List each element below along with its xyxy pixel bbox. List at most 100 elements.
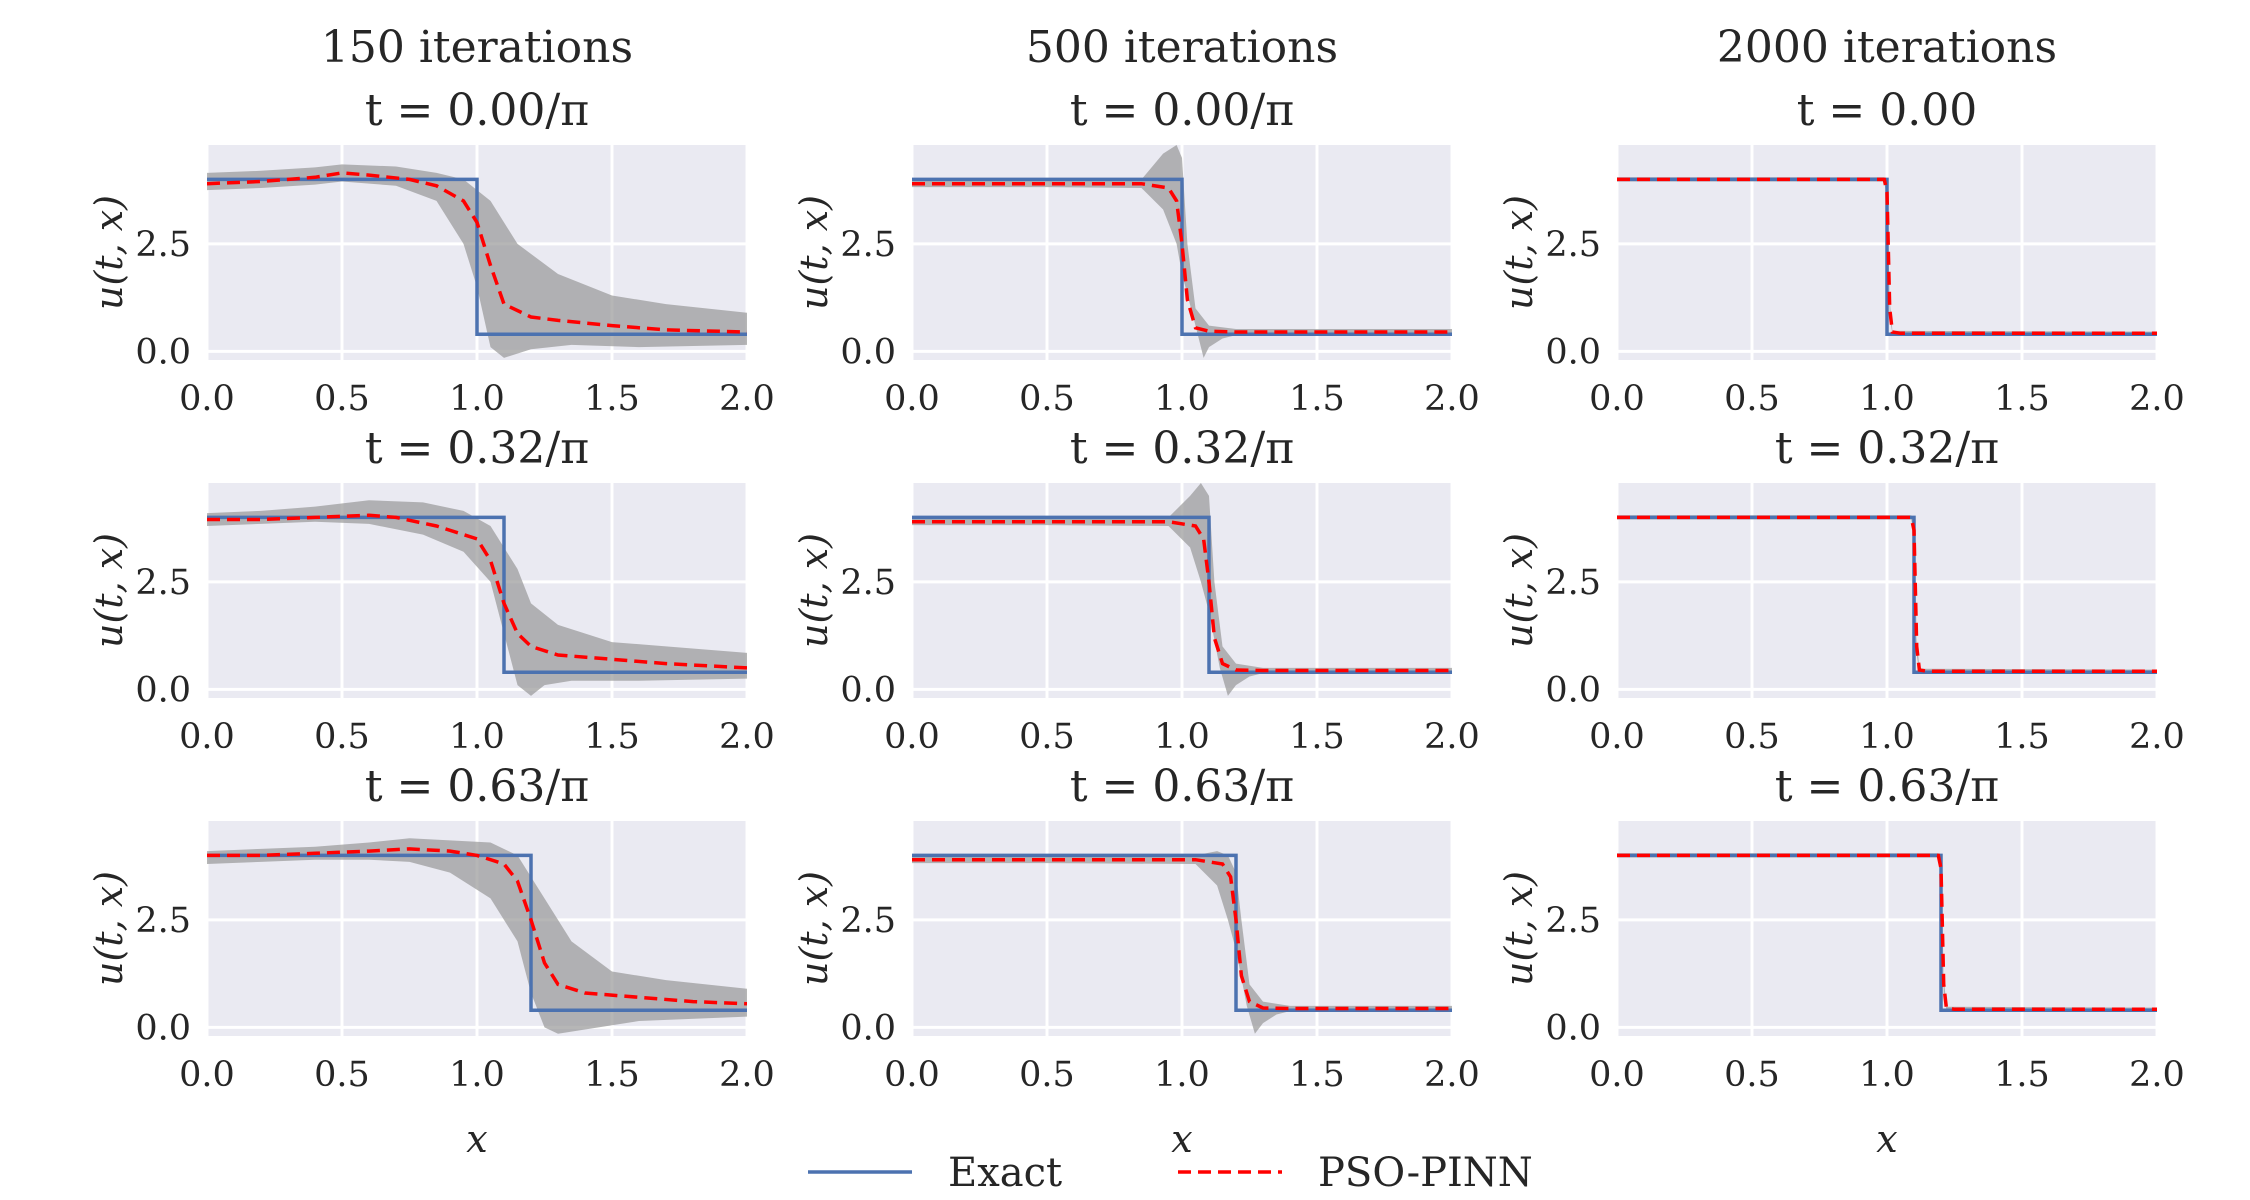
x-tick-label: 1.0	[449, 379, 505, 419]
x-tick-label: 0.0	[1589, 379, 1645, 419]
panel-r2-c0: 0.0 0.5 1.0 1.5 2.0 0.0 2.5 t = 0.63/π u(t, x) x	[87, 761, 775, 1161]
x-tick-label: 1.0	[1859, 1055, 1915, 1095]
x-tick-label: 2.0	[719, 379, 775, 419]
x-tick-label: 2.0	[1424, 379, 1480, 419]
x-axis-label: x	[1876, 1117, 1897, 1161]
y-tick-label: 0.0	[1545, 332, 1601, 372]
panel-r0-c0: 0.0 0.5 1.0 1.5 2.0 0.0 2.5 150 iterations t = 0…	[87, 22, 775, 419]
x-tick-label: 1.0	[449, 1055, 505, 1095]
y-tick-label: 0.0	[840, 1008, 896, 1048]
x-tick-label: 1.0	[1859, 717, 1915, 757]
x-tick-label: 0.5	[1724, 379, 1780, 419]
panel-r1-c0: 0.0 0.5 1.0 1.5 2.0 0.0 2.5 t = 0.32/π u(t, x)	[87, 423, 775, 757]
panel-r0-c1: 0.0 0.5 1.0 1.5 2.0 0.0 2.5 500 iterations t = 0…	[792, 22, 1480, 419]
y-tick-label: 0.0	[840, 670, 896, 710]
pso-pinn-series-line	[912, 181, 1452, 334]
x-tick-label: 0.5	[314, 717, 370, 757]
x-tick-label: 0.5	[1724, 1055, 1780, 1095]
y-tick-label: 2.5	[135, 901, 191, 941]
y-tick-label: 2.5	[135, 225, 191, 265]
plot-area	[207, 164, 747, 358]
pso-pinn-series-line	[912, 519, 1452, 673]
x-tick-label: 1.0	[1154, 717, 1210, 757]
panel-title: t = 0.32/π	[1070, 423, 1294, 474]
panel-r1-c1: 0.0 0.5 1.0 1.5 2.0 0.0 2.5 t = 0.32/π u(t, x)	[792, 423, 1480, 757]
panel-r2-c1: 0.0 0.5 1.0 1.5 2.0 0.0 2.5 t = 0.63/π u(t, x) x	[792, 761, 1480, 1161]
plot-area	[207, 838, 747, 1034]
y-axis-label: u(t, x)	[1497, 195, 1541, 310]
y-tick-label: 0.0	[840, 332, 896, 372]
x-tick-label: 0.0	[884, 717, 940, 757]
x-tick-label: 2.0	[2129, 1055, 2185, 1095]
x-tick-label: 0.0	[179, 379, 235, 419]
panel-r1-c2: 0.0 0.5 1.0 1.5 2.0 0.0 2.5 t = 0.32/π u(t, x)	[1497, 423, 2185, 757]
pso-pinn-series-line	[207, 171, 747, 334]
y-axis-label: u(t, x)	[792, 533, 836, 648]
plot-area	[1617, 515, 2157, 674]
y-tick-label: 0.0	[1545, 1008, 1601, 1048]
y-axis-label: u(t, x)	[792, 195, 836, 310]
x-tick-label: 1.0	[1154, 1055, 1210, 1095]
panel-title: t = 0.63/π	[1775, 761, 1999, 812]
y-axis-label: u(t, x)	[87, 871, 131, 986]
x-tick-label: 0.5	[1724, 717, 1780, 757]
x-tick-label: 0.5	[1019, 379, 1075, 419]
x-tick-label: 0.0	[884, 379, 940, 419]
y-tick-label: 2.5	[840, 563, 896, 603]
plot-area	[912, 483, 1452, 696]
x-tick-label: 1.5	[1994, 1055, 2050, 1095]
exact-series-line	[207, 853, 747, 1012]
panel-title: t = 0.32/π	[1775, 423, 1999, 474]
x-tick-label: 1.5	[584, 717, 640, 757]
x-tick-label: 2.0	[1424, 1055, 1480, 1095]
y-tick-label: 0.0	[135, 332, 191, 372]
x-tick-label: 0.0	[1589, 717, 1645, 757]
x-tick-label: 0.5	[314, 379, 370, 419]
y-tick-label: 2.5	[840, 225, 896, 265]
pso-pinn-series-line	[1617, 177, 2157, 336]
column-title: 500 iterations	[1026, 22, 1338, 73]
legend-pso-pinn-label: PSO-PINN	[1318, 1150, 1533, 1196]
plot-area	[207, 500, 747, 696]
x-tick-label: 2.0	[2129, 379, 2185, 419]
x-tick-label: 1.5	[1994, 717, 2050, 757]
x-tick-label: 2.0	[1424, 717, 1480, 757]
panel-title: t = 0.32/π	[365, 423, 589, 474]
x-tick-label: 0.5	[1019, 717, 1075, 757]
x-tick-label: 1.5	[1289, 379, 1345, 419]
pso-pinn-series-line	[912, 857, 1452, 1011]
x-axis-label: x	[1171, 1117, 1192, 1161]
uncertainty-band	[207, 500, 747, 696]
x-tick-label: 1.5	[584, 1055, 640, 1095]
y-axis-label: u(t, x)	[1497, 533, 1541, 648]
panel-title: t = 0.63/π	[1070, 761, 1294, 812]
x-tick-label: 0.0	[1589, 1055, 1645, 1095]
x-tick-label: 0.0	[884, 1055, 940, 1095]
x-tick-label: 2.0	[719, 1055, 775, 1095]
legend: Exact PSO-PINN	[808, 1150, 1533, 1196]
y-tick-label: 2.5	[1545, 901, 1601, 941]
x-tick-label: 2.0	[719, 717, 775, 757]
panel-title: t = 0.00	[1797, 85, 1978, 136]
y-tick-label: 0.0	[135, 1008, 191, 1048]
x-tick-label: 0.0	[179, 717, 235, 757]
x-tick-label: 1.5	[584, 379, 640, 419]
exact-series-line	[912, 515, 1452, 674]
y-axis-label: u(t, x)	[1497, 871, 1541, 986]
pso-pinn-series-line	[1617, 515, 2157, 674]
plot-area	[912, 851, 1452, 1034]
x-tick-label: 1.0	[1154, 379, 1210, 419]
plot-area	[1617, 177, 2157, 336]
y-axis-label: u(t, x)	[792, 871, 836, 986]
plot-area	[1617, 853, 2157, 1012]
y-tick-label: 2.5	[135, 563, 191, 603]
x-tick-label: 1.0	[1859, 379, 1915, 419]
y-tick-label: 0.0	[1545, 670, 1601, 710]
legend-exact-label: Exact	[948, 1150, 1062, 1196]
x-tick-label: 0.0	[179, 1055, 235, 1095]
x-axis-label: x	[466, 1117, 487, 1161]
panel-title: t = 0.63/π	[365, 761, 589, 812]
y-tick-label: 2.5	[1545, 563, 1601, 603]
